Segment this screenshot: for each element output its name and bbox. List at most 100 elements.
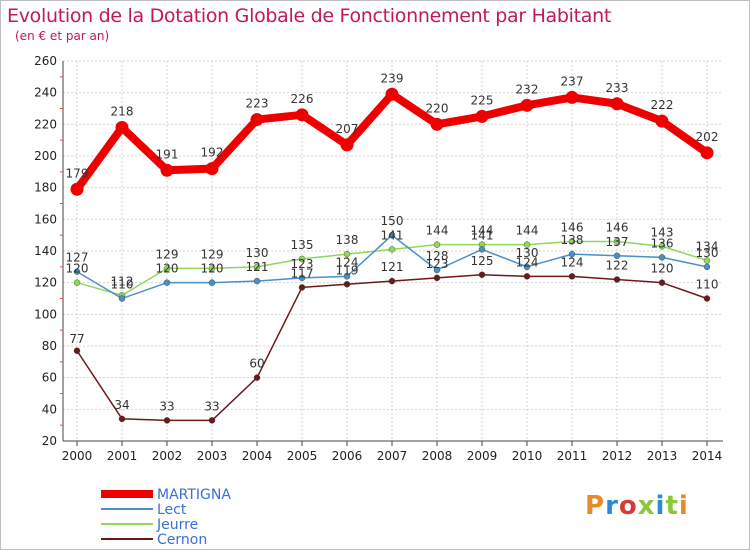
data-label: 125 xyxy=(471,254,494,268)
data-label: 223 xyxy=(246,97,269,111)
data-point xyxy=(295,108,309,122)
data-label: 60 xyxy=(249,357,264,371)
data-point xyxy=(253,374,261,381)
data-label: 128 xyxy=(426,249,449,263)
data-point xyxy=(478,271,486,278)
y-tick-label: 240 xyxy=(34,86,57,100)
data-label: 120 xyxy=(156,262,179,276)
data-label: 143 xyxy=(651,225,674,239)
data-point xyxy=(118,415,126,423)
x-tick-label: 2009 xyxy=(467,449,498,463)
legend-label: Cernon xyxy=(157,532,207,548)
x-tick-label: 2011 xyxy=(557,449,588,463)
data-label: 239 xyxy=(381,71,404,85)
data-point xyxy=(658,254,666,261)
x-tick-label: 2003 xyxy=(197,449,228,463)
chart-subtitle: (en € et par an) xyxy=(15,29,110,43)
y-tick-label: 100 xyxy=(34,307,57,321)
data-label: 120 xyxy=(201,262,224,276)
data-label: 123 xyxy=(291,257,314,271)
data-label: 77 xyxy=(69,332,84,346)
legend-label: Jeurre xyxy=(156,517,198,533)
data-label: 138 xyxy=(336,233,359,247)
logo-letter: t xyxy=(665,491,679,521)
data-point xyxy=(208,265,216,272)
data-label: 33 xyxy=(159,399,174,413)
data-label: 141 xyxy=(381,228,404,242)
x-tick-label: 2000 xyxy=(62,449,93,463)
logo-letter: P xyxy=(585,491,606,521)
data-label: 130 xyxy=(516,246,539,260)
x-tick-label: 2013 xyxy=(647,449,678,463)
data-point xyxy=(253,277,261,285)
data-label: 121 xyxy=(246,260,269,274)
data-point xyxy=(388,231,396,239)
data-point xyxy=(565,90,579,104)
logo-letter: i xyxy=(655,491,666,521)
data-label: 202 xyxy=(696,130,719,144)
data-label: 124 xyxy=(561,255,584,269)
data-label: 191 xyxy=(156,147,179,161)
data-label: 130 xyxy=(246,246,269,260)
data-label: 136 xyxy=(651,236,674,250)
logo-letter: r xyxy=(605,491,619,521)
data-point xyxy=(658,279,666,286)
data-label: 127 xyxy=(66,251,89,265)
data-label: 112 xyxy=(111,274,134,288)
x-tick-label: 2010 xyxy=(512,449,543,463)
data-label: 123 xyxy=(426,257,449,271)
data-label: 233 xyxy=(606,81,629,95)
data-point xyxy=(250,113,264,127)
data-point xyxy=(163,279,171,286)
data-point xyxy=(520,98,534,112)
y-tick-label: 20 xyxy=(42,434,57,448)
data-label: 119 xyxy=(336,263,359,277)
legend-label: MARTIGNA xyxy=(157,487,231,503)
data-label: 225 xyxy=(471,93,494,107)
data-point xyxy=(73,279,81,286)
data-labels: 179 218 191 192 223 226 207 239 220 225 232 237 233 2… xyxy=(66,71,719,413)
data-point xyxy=(433,266,441,274)
data-point xyxy=(523,263,531,271)
y-tick-label: 80 xyxy=(42,339,57,353)
data-label: 130 xyxy=(696,246,719,260)
data-label: 33 xyxy=(204,399,219,413)
data-label: 218 xyxy=(111,105,134,119)
data-point xyxy=(163,417,171,424)
data-point xyxy=(388,277,396,285)
data-label: 122 xyxy=(606,259,629,273)
y-tick-label: 60 xyxy=(42,371,57,385)
logo-letter: o xyxy=(618,491,638,521)
data-point xyxy=(118,295,126,302)
data-point xyxy=(343,273,351,280)
data-label: 124 xyxy=(336,255,359,269)
data-label: 110 xyxy=(696,278,719,292)
data-point xyxy=(610,97,624,111)
data-point xyxy=(340,138,354,152)
data-point xyxy=(73,268,81,275)
data-point xyxy=(73,347,81,354)
x-tick-label: 2014 xyxy=(692,449,723,463)
series xyxy=(70,87,714,424)
x-tick-label: 2007 xyxy=(377,449,408,463)
axes: 20 40 60 80 100 120 140 160 180 200 220 240 260 2000 2… xyxy=(34,54,723,463)
data-label: 124 xyxy=(516,255,539,269)
x-tick-label: 2002 xyxy=(152,449,183,463)
data-label: 134 xyxy=(696,240,719,254)
data-label: 144 xyxy=(471,224,494,238)
data-point xyxy=(613,276,621,283)
data-label: 146 xyxy=(606,221,629,235)
x-tick-label: 2005 xyxy=(287,449,318,463)
legend-label: Lect xyxy=(157,502,187,518)
data-point xyxy=(703,263,711,271)
proxiti-logo: Proxiti xyxy=(585,491,689,521)
data-label: 129 xyxy=(156,247,179,261)
data-point xyxy=(568,273,576,280)
data-point xyxy=(613,238,621,245)
data-label: 129 xyxy=(201,247,224,261)
data-label: 117 xyxy=(291,266,314,280)
logo-letter: i xyxy=(678,491,689,521)
data-point xyxy=(568,238,576,245)
